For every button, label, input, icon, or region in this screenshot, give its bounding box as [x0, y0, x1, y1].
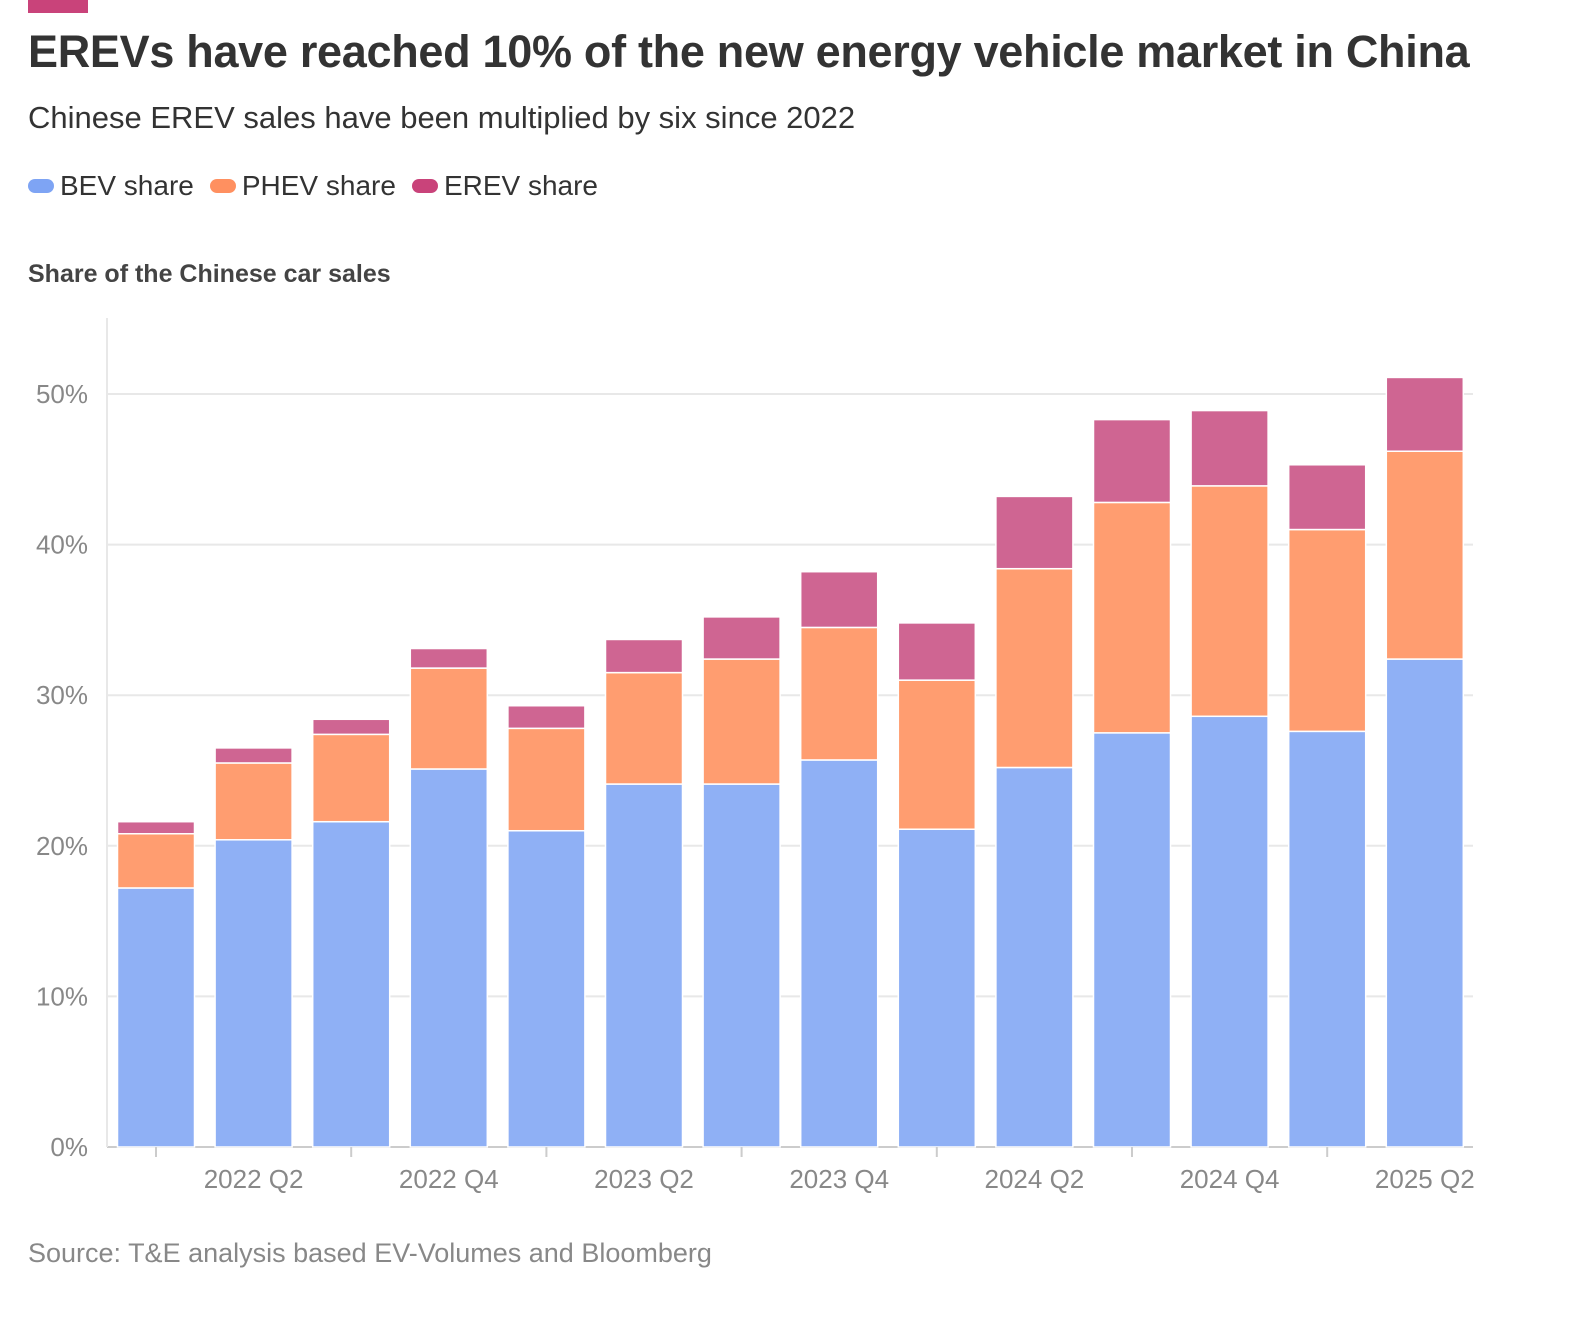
y-tick-label: 20% — [36, 831, 88, 861]
bar-erev-2023-q1[interactable] — [507, 704, 586, 730]
bar-phev-2023-q1[interactable] — [507, 727, 586, 832]
bar-erev-2022-q1[interactable] — [116, 820, 196, 835]
bar-erev-2024-q4[interactable] — [1190, 409, 1269, 487]
bar-phev-2025-q2[interactable] — [1385, 450, 1465, 660]
bar-phev-2022-q4[interactable] — [409, 667, 489, 770]
y-tick-label: 10% — [36, 981, 88, 1011]
bar-phev-2022-q3[interactable] — [311, 733, 391, 823]
bar-phev-2023-q3[interactable] — [702, 658, 781, 785]
bar-erev-2022-q3[interactable] — [311, 718, 391, 736]
bar-bev-2024-q1[interactable] — [897, 828, 977, 1148]
legend-item-bev[interactable]: BEV share — [28, 170, 194, 202]
bar-bev-2023-q1[interactable] — [507, 829, 586, 1148]
x-tick-label: 2023 Q2 — [594, 1164, 694, 1194]
bar-bev-2024-q4[interactable] — [1190, 715, 1269, 1148]
legend-label: EREV share — [443, 170, 599, 201]
source-note: Source: T&E analysis based EV-Volumes an… — [28, 1238, 712, 1268]
bar-phev-2025-q1[interactable] — [1287, 528, 1367, 733]
bar-erev-2024-q3[interactable] — [1092, 418, 1172, 504]
legend-item-phev[interactable]: PHEV share — [209, 170, 396, 202]
bar-phev-2024-q1[interactable] — [897, 679, 977, 830]
bar-erev-2023-q3[interactable] — [702, 616, 781, 660]
legend-label: PHEV share — [241, 170, 396, 201]
x-tick-label: 2023 Q4 — [789, 1164, 889, 1194]
bar-erev-2023-q2[interactable] — [604, 638, 684, 674]
bar-erev-2023-q4[interactable] — [799, 570, 879, 629]
bar-bev-2025-q2[interactable] — [1385, 658, 1465, 1148]
bar-erev-2025-q2[interactable] — [1385, 376, 1465, 452]
bar-bev-2024-q2[interactable] — [995, 766, 1074, 1148]
x-tick-label: 2025 Q2 — [1375, 1164, 1475, 1194]
y-tick-label: 30% — [36, 680, 88, 710]
bar-erev-2022-q4[interactable] — [409, 647, 489, 669]
legend-item-erev[interactable]: EREV share — [411, 170, 599, 202]
y-axis-title: Share of the Chinese car sales — [28, 260, 391, 288]
y-tick-label: 50% — [36, 379, 88, 409]
bar-erev-2025-q1[interactable] — [1287, 464, 1367, 531]
bar-phev-2024-q3[interactable] — [1092, 501, 1172, 734]
bar-phev-2023-q4[interactable] — [799, 626, 879, 761]
bar-phev-2023-q2[interactable] — [604, 671, 684, 785]
bar-bev-2023-q2[interactable] — [604, 783, 684, 1148]
accent-bar — [28, 0, 88, 13]
bar-bev-2023-q3[interactable] — [702, 783, 781, 1148]
x-tick-label: 2024 Q4 — [1180, 1164, 1280, 1194]
bar-bev-2023-q4[interactable] — [799, 759, 879, 1148]
phev-swatch-icon — [209, 179, 236, 193]
bev-swatch-icon — [28, 179, 54, 193]
bar-bev-2022-q3[interactable] — [311, 820, 391, 1148]
bar-erev-2022-q2[interactable] — [214, 747, 293, 764]
bar-phev-2024-q2[interactable] — [995, 567, 1074, 769]
bar-phev-2022-q1[interactable] — [116, 833, 196, 889]
chart-title: EREVs have reached 10% of the new energy… — [28, 26, 1470, 77]
bar-phev-2024-q4[interactable] — [1190, 485, 1269, 718]
legend-label: BEV share — [60, 170, 194, 201]
x-tick-label: 2024 Q2 — [985, 1164, 1085, 1194]
erev-swatch-icon — [411, 179, 438, 193]
x-tick-label: 2022 Q4 — [399, 1164, 499, 1194]
legend: BEV share PHEV share EREV share — [28, 170, 598, 202]
x-tick-label: 2022 Q2 — [204, 1164, 304, 1194]
chart-subtitle: Chinese EREV sales have been multiplied … — [28, 100, 856, 135]
bar-bev-2022-q1[interactable] — [116, 887, 196, 1148]
bar-bev-2024-q3[interactable] — [1092, 732, 1172, 1148]
bar-bev-2025-q1[interactable] — [1287, 730, 1367, 1148]
bar-bev-2022-q4[interactable] — [409, 768, 489, 1148]
bar-erev-2024-q2[interactable] — [995, 495, 1074, 570]
y-tick-label: 0% — [50, 1132, 88, 1162]
bar-bev-2022-q2[interactable] — [214, 839, 293, 1148]
bar-phev-2022-q2[interactable] — [214, 762, 293, 841]
bar-erev-2024-q1[interactable] — [897, 622, 977, 681]
y-tick-label: 40% — [36, 530, 88, 560]
